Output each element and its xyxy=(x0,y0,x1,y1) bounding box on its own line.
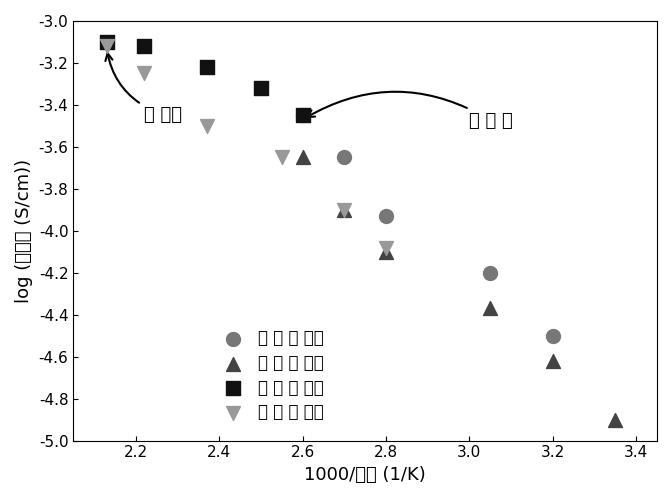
第 一 轮 升温 xyxy=(548,332,558,340)
第 二 轮 降温 xyxy=(101,42,112,50)
第 二 轮 降温 xyxy=(202,122,212,130)
X-axis label: 1000/温度 (1/K): 1000/温度 (1/K) xyxy=(304,466,426,484)
Text: 第 一 轮: 第 一 轮 xyxy=(307,92,513,130)
第 二 轮 降温 xyxy=(339,206,349,214)
第 一 轮 降温 xyxy=(339,206,349,214)
第 一 轮 降温 xyxy=(610,416,621,424)
第 二 轮 降温 xyxy=(139,69,150,77)
第 一 轮 降温 xyxy=(485,304,496,312)
第 二 轮 升温 xyxy=(139,42,150,50)
第 二 轮 降温 xyxy=(380,244,391,251)
第 二 轮 升温 xyxy=(101,38,112,46)
Y-axis label: log (导电率 (S/cm)): log (导电率 (S/cm)) xyxy=(15,159,33,303)
第 二 轮 降温 xyxy=(276,153,287,161)
第 一 轮 降温 xyxy=(548,357,558,365)
第 一 轮 升温 xyxy=(380,212,391,220)
第 一 轮 升温 xyxy=(339,153,349,161)
第 一 轮 降温 xyxy=(297,153,308,161)
第 一 轮 升温 xyxy=(297,111,308,119)
第 二 轮 升温 xyxy=(255,84,266,92)
第 二 轮 升温 xyxy=(297,111,308,119)
第 一 轮 降温 xyxy=(380,248,391,256)
Legend: 第 一 轮 升温, 第 一 轮 降温, 第 二 轮 升温, 第 二 轮 降温: 第 一 轮 升温, 第 一 轮 降温, 第 二 轮 升温, 第 二 轮 降温 xyxy=(210,323,331,428)
第 二 轮 升温 xyxy=(202,63,212,71)
第 一 轮 升温 xyxy=(485,269,496,277)
Text: 第 二轮: 第 二轮 xyxy=(106,53,182,124)
